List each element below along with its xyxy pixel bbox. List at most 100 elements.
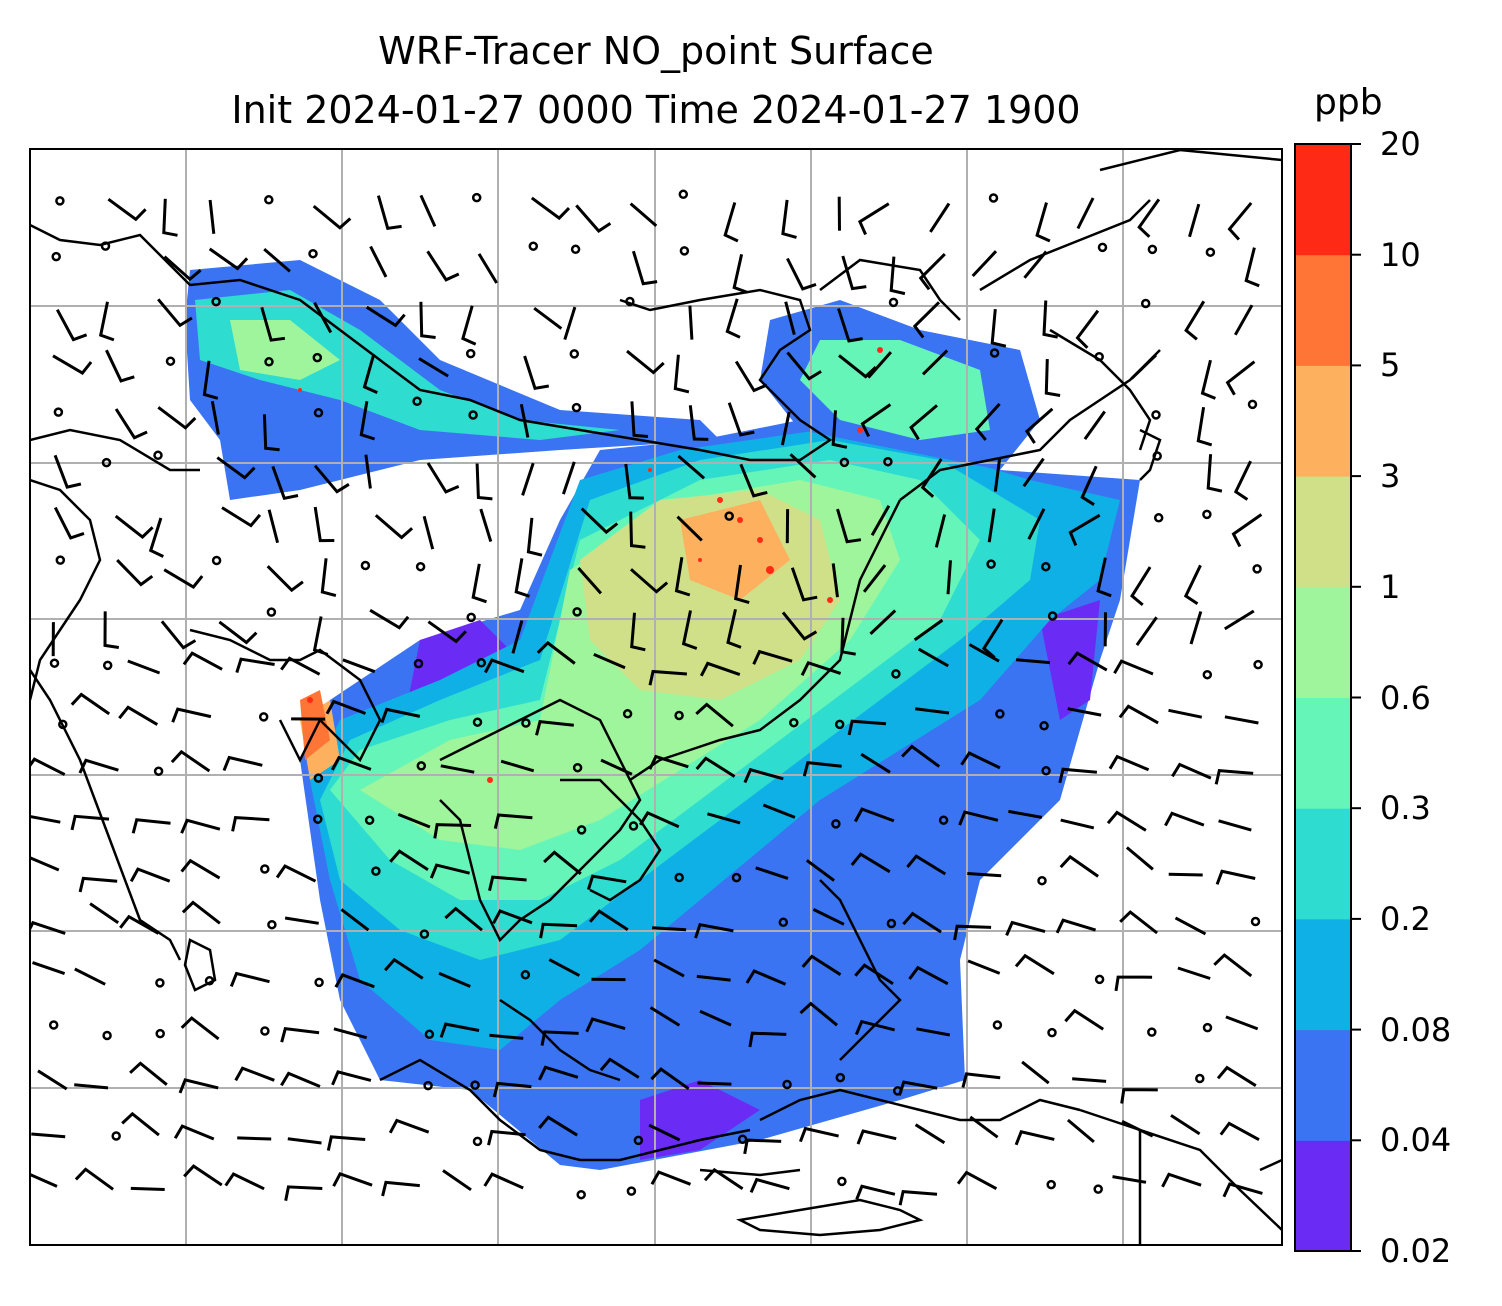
wind-barb	[918, 253, 946, 291]
wind-barb	[234, 1066, 275, 1082]
calm-marker	[211, 555, 222, 566]
wind-barb	[921, 349, 949, 376]
calm-marker	[628, 821, 639, 831]
wind-barb	[208, 247, 249, 271]
calm-marker	[1046, 1179, 1056, 1190]
colorbar-tick-label: 0.04	[1380, 1121, 1452, 1160]
calm-marker	[102, 1030, 112, 1041]
wind-barb	[1118, 704, 1159, 725]
wind-barb	[224, 1172, 265, 1191]
wind-barb	[444, 906, 483, 932]
wind-barb	[726, 608, 742, 649]
wind-barb	[364, 454, 372, 489]
wind-barb	[934, 514, 947, 548]
calm-marker	[55, 555, 66, 565]
wind-barb	[1058, 767, 1098, 784]
wind-barb	[650, 1067, 690, 1091]
wind-barb	[30, 920, 66, 935]
calm-marker	[572, 607, 582, 617]
wind-barb	[221, 506, 262, 528]
colorbar-tick-label: 0.2	[1380, 899, 1431, 938]
wind-barb	[488, 875, 527, 892]
wind-barb	[74, 1167, 114, 1191]
wind-barb	[968, 643, 1000, 663]
wind-barb	[1218, 819, 1252, 832]
wind-barb	[500, 759, 535, 773]
wind-barb	[511, 620, 524, 654]
calm-marker	[1202, 1022, 1213, 1033]
wind-barb	[163, 568, 204, 589]
wind-barb	[1076, 197, 1095, 230]
wind-barb	[426, 250, 460, 282]
wind-barb	[1022, 457, 1045, 488]
calm-marker	[1195, 1073, 1205, 1084]
calm-marker	[1152, 451, 1162, 461]
calm-marker	[1094, 974, 1105, 985]
wind-barb	[362, 353, 378, 394]
wind-barb	[263, 247, 291, 273]
wind-barb	[967, 959, 1001, 975]
wind-barb	[1008, 809, 1043, 819]
calm-marker	[569, 349, 580, 359]
calm-marker	[1094, 351, 1104, 362]
wind-barb	[325, 699, 367, 715]
wind-barb	[180, 858, 221, 880]
calm-marker	[888, 297, 899, 308]
wind-barb	[801, 954, 842, 976]
field-band-0.02-south	[640, 1080, 760, 1160]
calm-marker	[419, 929, 430, 939]
wind-barb	[697, 1081, 732, 1086]
wind-barb	[916, 1027, 951, 1037]
wind-barb	[901, 744, 941, 768]
calm-marker	[165, 356, 176, 366]
wind-barb	[419, 301, 436, 339]
wind-barb	[1119, 910, 1159, 935]
calm-marker	[1253, 659, 1263, 670]
wind-barb	[599, 1057, 640, 1079]
calm-marker	[521, 718, 531, 728]
wind-barb	[912, 301, 941, 339]
calm-marker	[101, 457, 112, 468]
title-line-2: Init 2024-01-27 0000 Time 2024-01-27 190…	[231, 88, 1081, 132]
wind-barb	[1233, 304, 1254, 336]
colorbar-segment	[1295, 1029, 1351, 1141]
calm-marker	[678, 189, 689, 200]
wind-barb	[1161, 1172, 1202, 1188]
wind-barb	[533, 307, 563, 330]
calm-marker	[674, 872, 684, 883]
calm-marker	[466, 612, 476, 623]
wind-barb	[840, 617, 856, 656]
wind-barb	[961, 1072, 1001, 1088]
wind-barb	[855, 1184, 896, 1200]
wind-barb	[107, 197, 147, 222]
wind-barb	[639, 810, 680, 829]
wind-barb	[127, 659, 161, 675]
wind-barb	[37, 1069, 68, 1091]
wind-barb	[561, 461, 576, 495]
wind-barb	[799, 1001, 838, 1027]
wind-barb	[333, 1027, 368, 1040]
wind-barb	[695, 756, 736, 778]
calm-marker	[155, 978, 165, 988]
wind-barb	[530, 196, 571, 221]
wind-barb	[275, 864, 317, 883]
colorbar-segment	[1295, 586, 1351, 698]
wind-barb	[376, 195, 402, 230]
map-frame	[29, 148, 1283, 1246]
wind-barb	[677, 454, 706, 480]
calm-marker	[423, 1080, 433, 1091]
wind-barb	[688, 405, 709, 441]
wind-barb	[1225, 360, 1256, 396]
wind-barb	[836, 508, 862, 544]
calm-marker	[520, 970, 531, 980]
wind-barb	[1137, 198, 1161, 238]
calm-wind-markers	[48, 189, 1263, 1200]
wind-barb	[860, 403, 892, 438]
wind-barb	[313, 464, 350, 494]
wind-barb	[160, 620, 197, 650]
calm-marker	[58, 719, 68, 730]
wind-barb	[380, 707, 421, 724]
wind-barb	[312, 616, 329, 656]
calm-marker	[472, 717, 483, 727]
wind-barb	[652, 926, 687, 932]
